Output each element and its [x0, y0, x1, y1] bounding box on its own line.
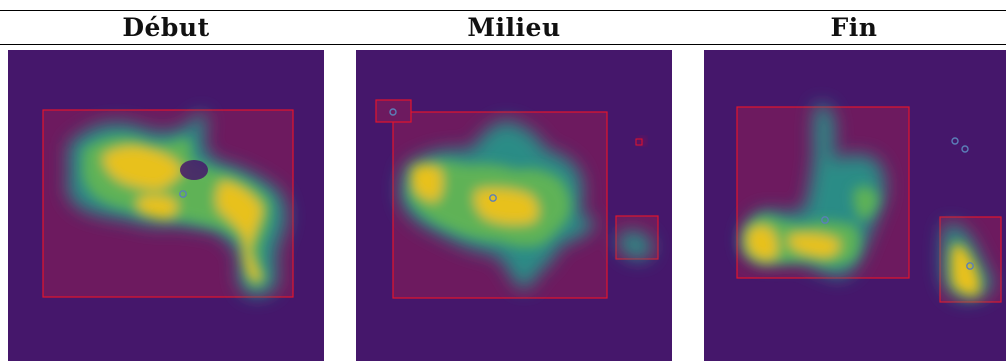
table-header-rule [0, 44, 1006, 45]
table-top-rule [0, 10, 1006, 11]
centroid-marker-right [966, 262, 974, 270]
heatmap-debut [8, 50, 324, 361]
header-debut: Début [122, 13, 210, 42]
centroid-marker [821, 216, 829, 224]
heatmap-milieu [356, 50, 672, 361]
header-milieu: Milieu [467, 13, 561, 42]
centroid-marker-top-b [961, 145, 969, 153]
centroid-marker-top-a [951, 137, 959, 145]
panel-fin [704, 50, 1006, 361]
blob-hole [180, 160, 208, 180]
heatmap-fin [704, 50, 1006, 361]
tiny-activation [639, 138, 645, 144]
detection-box-small [375, 99, 412, 123]
panel-milieu [356, 50, 672, 361]
panel-debut [8, 50, 324, 361]
centroid-marker [489, 194, 497, 202]
header-fin: Fin [830, 13, 878, 42]
centroid-marker [179, 190, 187, 198]
centroid-marker-small [389, 108, 397, 116]
